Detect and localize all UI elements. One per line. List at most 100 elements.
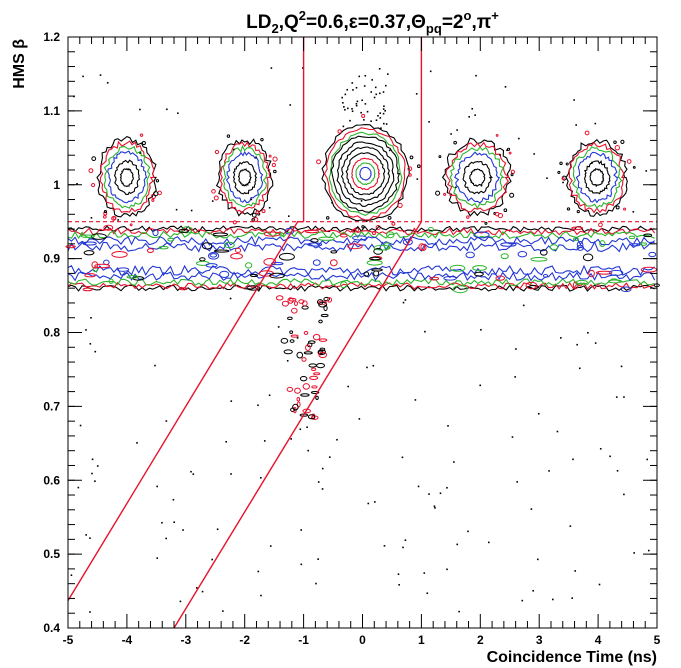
contour-island (452, 285, 468, 294)
contour-island (319, 347, 326, 351)
contour-island (103, 211, 108, 216)
contour-island (304, 229, 319, 234)
proton-blob (88, 133, 162, 227)
contour-line (462, 160, 493, 195)
data-point (306, 426, 308, 429)
contour-island (213, 249, 230, 253)
contour-island (318, 236, 335, 241)
contour-island (576, 244, 585, 251)
data-point (560, 337, 562, 339)
data-point (576, 343, 578, 346)
data-point (349, 119, 351, 122)
data-point (487, 541, 490, 544)
contour-island (599, 240, 606, 247)
contour-island (565, 162, 569, 166)
contour-island (571, 226, 584, 230)
data-point (346, 88, 349, 91)
data-point (82, 75, 84, 78)
contour-island (320, 313, 329, 318)
data-point (315, 582, 317, 585)
chart-title: LD2,Q2=0.6,ε=0.37,Θpq=2o,π+ (246, 8, 499, 36)
contour-island (631, 243, 641, 247)
contour-island (474, 271, 484, 277)
title-part: =0.6,ε=0.37,Θ (306, 12, 426, 33)
data-point (96, 465, 99, 467)
contour-island (312, 259, 321, 266)
contour-island (500, 253, 509, 260)
data-point (375, 119, 378, 122)
data-point (216, 528, 219, 531)
contour-island (525, 281, 538, 290)
data-point (571, 597, 574, 599)
data-point (139, 152, 142, 154)
contour-island (575, 279, 588, 285)
data-point (506, 149, 508, 152)
contour-line (583, 160, 611, 195)
contour-island (509, 192, 515, 198)
contour-island (103, 209, 108, 214)
contour-island (408, 173, 412, 177)
contour-line (103, 145, 151, 209)
data-point (428, 121, 430, 123)
contour-line (67, 230, 655, 240)
contour-island (639, 242, 648, 246)
contour-island (539, 249, 548, 256)
title-part: + (491, 8, 499, 23)
contour-island (508, 151, 512, 155)
contour-line (359, 166, 372, 181)
contour-island (211, 189, 216, 194)
y-axis-title: HMS β (11, 39, 28, 89)
contour-line (232, 161, 258, 195)
data-point (363, 119, 365, 121)
contour-line (441, 137, 512, 217)
contour-island (82, 241, 97, 246)
data-point (374, 86, 377, 89)
contour-line (107, 150, 148, 204)
contour-island (626, 159, 632, 164)
contour-island (582, 253, 594, 262)
data-point (257, 570, 260, 573)
contour-island (438, 155, 442, 159)
data-point (331, 201, 333, 204)
proton-blob (557, 130, 636, 228)
contour-island (530, 256, 548, 262)
contour-island (472, 265, 487, 271)
contour-island (327, 297, 333, 303)
data-point (364, 74, 367, 77)
contour-island (263, 231, 281, 237)
data-point (468, 116, 470, 118)
title-part: ,Q (279, 12, 299, 33)
contour-island (205, 263, 218, 268)
contour-island (271, 162, 276, 168)
x-tick-label: -3 (180, 633, 191, 647)
contour-island (549, 244, 559, 251)
data-point (270, 67, 273, 69)
contour-island (139, 133, 144, 137)
contour-island (648, 251, 657, 258)
data-point (70, 574, 73, 577)
data-point (77, 486, 80, 489)
contour-island (427, 226, 434, 233)
contour-island (566, 207, 571, 211)
data-point (480, 328, 482, 331)
contour-line (67, 264, 655, 277)
contour-line (119, 167, 134, 188)
data-point (355, 86, 358, 89)
contour-line (340, 146, 391, 202)
data-point (587, 331, 589, 334)
data-point (382, 122, 385, 125)
x-tick-label: 1 (418, 633, 425, 647)
contour-island (289, 330, 294, 334)
contour-line (330, 135, 401, 213)
data-point (573, 99, 575, 101)
proton-blob (316, 114, 421, 236)
contour-island (103, 215, 107, 219)
data-point (548, 470, 550, 472)
contour-island (251, 212, 257, 218)
data-point (317, 481, 320, 483)
data-point (366, 110, 369, 113)
data-point (230, 400, 233, 402)
contour-line (328, 131, 403, 217)
data-point (351, 110, 354, 113)
data-point (91, 458, 94, 461)
